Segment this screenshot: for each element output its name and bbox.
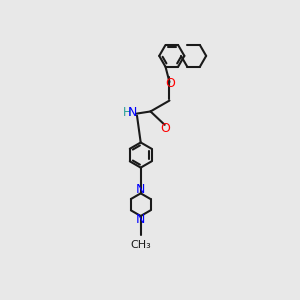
Text: N: N <box>128 106 137 119</box>
Text: H: H <box>123 106 131 119</box>
Text: N: N <box>136 183 146 196</box>
Text: O: O <box>161 122 171 135</box>
Text: CH₃: CH₃ <box>130 240 151 250</box>
Text: O: O <box>165 76 175 89</box>
Text: N: N <box>136 214 146 226</box>
